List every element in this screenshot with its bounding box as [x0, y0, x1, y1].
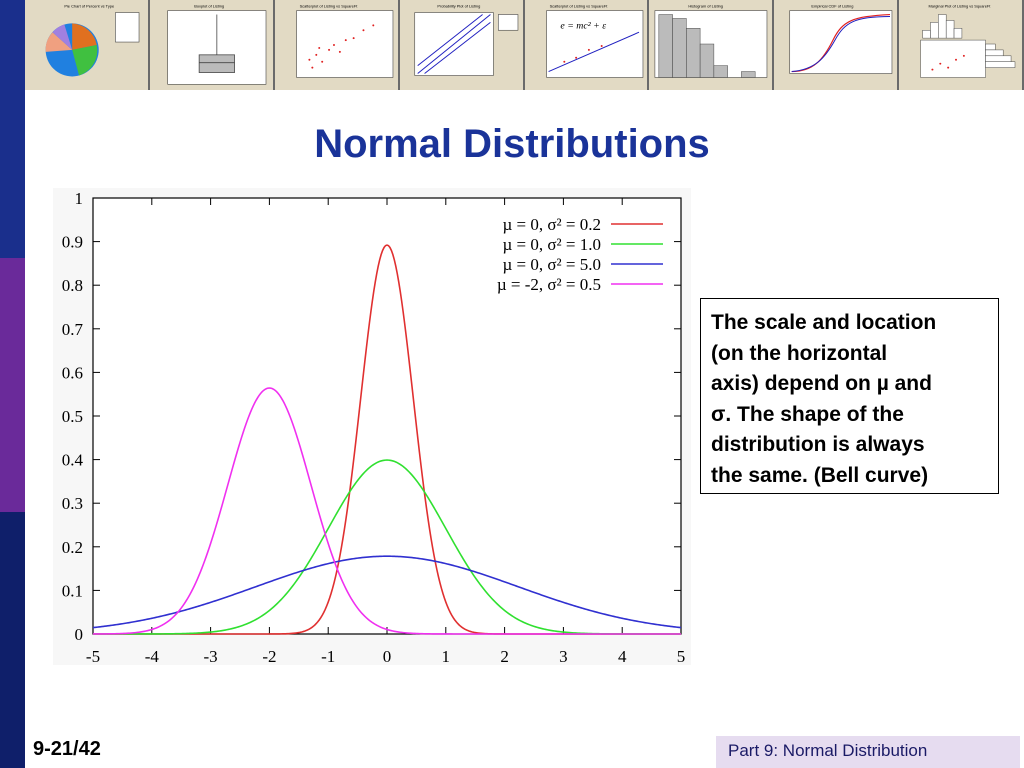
thumbnail-strip: Pie Chart of Percent vs Type Boxplot of …	[25, 0, 1024, 90]
y-tick-label: 0.4	[62, 451, 84, 470]
probability-plot-icon: Probability Plot of Listing	[414, 4, 518, 76]
thumbnail-boxplot: Boxplot of Listing	[149, 0, 275, 90]
sidebar	[0, 0, 25, 768]
y-tick-label: 0.3	[62, 494, 83, 513]
thumbnail-histogram: Histogram of Listing	[649, 0, 775, 90]
legend-label-3: µ = 0, σ² = 5.0	[503, 255, 601, 274]
sidebar-bottom-segment	[0, 512, 25, 768]
equation-label: e = mc² + ε	[560, 20, 606, 31]
thumb-title: Scatterplot of Listing vs SquareFt	[549, 4, 608, 9]
boxplot-icon: Boxplot of Listing	[167, 4, 267, 85]
slide-number: 9-21/42	[33, 738, 101, 760]
thumbnail-probability-plot: Probability Plot of Listing	[399, 0, 525, 90]
cdf-icon: Empirical CDF of Listing	[789, 4, 893, 74]
footer-label: Part 9: Normal Distribution	[716, 736, 1020, 768]
thumb-title: Empirical CDF of Listing	[812, 4, 854, 9]
x-tick-label: -1	[321, 647, 335, 665]
sidebar-middle-segment	[0, 258, 25, 512]
series-line-4	[92, 387, 681, 635]
series-line-3	[92, 555, 682, 629]
x-tick-label: -5	[86, 647, 100, 665]
y-tick-label: 0.1	[62, 581, 83, 600]
x-tick-label: 2	[500, 647, 509, 665]
y-tick-label: 0.2	[62, 538, 83, 557]
thumbnail-regression: Scatterplot of Listing vs SquareFt e = m…	[524, 0, 650, 90]
marginal-plot-icon: Marginal Plot of Listing vs SquareFt	[920, 4, 1016, 78]
thumb-title: Pie Chart of Percent vs Type	[64, 4, 114, 9]
pie-chart-icon: Pie Chart of Percent vs Type	[45, 4, 140, 77]
y-tick-label: 0.6	[62, 363, 83, 382]
x-tick-label: -3	[204, 647, 218, 665]
regression-icon: Scatterplot of Listing vs SquareFt e = m…	[545, 4, 643, 78]
thumb-title: Marginal Plot of Listing vs SquareFt	[929, 4, 992, 9]
x-tick-label: -4	[145, 647, 160, 665]
thumb-title: Scatterplot of Listing vs SquareFt	[299, 4, 358, 9]
x-tick-label: 3	[559, 647, 568, 665]
legend-label-2: µ = 0, σ² = 1.0	[503, 235, 601, 254]
thumbnail-marginal-plot: Marginal Plot of Listing vs SquareFt	[899, 0, 1024, 90]
x-tick-label: 5	[677, 647, 686, 665]
normal-distribution-chart: -5 -4 -3 -2 -1 0 1 2 3 4 5 0 0.1 0.2 0.3 0.4 0.5 0.6 0.7 0.…	[53, 188, 691, 665]
x-tick-label: 4	[618, 647, 627, 665]
y-tick-label: 1	[75, 189, 84, 208]
y-tick-label: 0.8	[62, 276, 83, 295]
legend-label-4: µ = -2, σ² = 0.5	[497, 275, 601, 294]
scatterplot-icon: Scatterplot of Listing vs SquareFt	[296, 4, 394, 78]
y-tick-label: 0.7	[62, 320, 84, 339]
thumb-title: Probability Plot of Listing	[437, 4, 480, 9]
thumbnail-cdf: Empirical CDF of Listing	[774, 0, 900, 90]
x-tick-label: -2	[262, 647, 276, 665]
thumbnail-pie-chart: Pie Chart of Percent vs Type	[25, 0, 150, 90]
callout-box: The scale and location (on the horizonta…	[700, 298, 999, 494]
page-title: Normal Distributions	[314, 122, 710, 166]
x-tick-label: 0	[383, 647, 392, 665]
y-tick-label: 0	[75, 625, 84, 644]
y-tick-label: 0.5	[62, 407, 83, 426]
legend-label-1: µ = 0, σ² = 0.2	[503, 215, 601, 234]
thumb-title: Boxplot of Listing	[194, 4, 224, 9]
histogram-icon: Histogram of Listing	[654, 4, 768, 78]
thumbnail-scatterplot: Scatterplot of Listing vs SquareFt	[274, 0, 400, 90]
y-tick-label: 0.9	[62, 233, 83, 252]
plot-area	[92, 197, 682, 635]
x-tick-label: 1	[442, 647, 451, 665]
sidebar-top-segment	[0, 0, 25, 258]
chart-svg: -5 -4 -3 -2 -1 0 1 2 3 4 5 0 0.1 0.2 0.3 0.4 0.5 0.6 0.7 0.…	[62, 189, 686, 665]
thumb-title: Histogram of Listing	[689, 4, 724, 9]
